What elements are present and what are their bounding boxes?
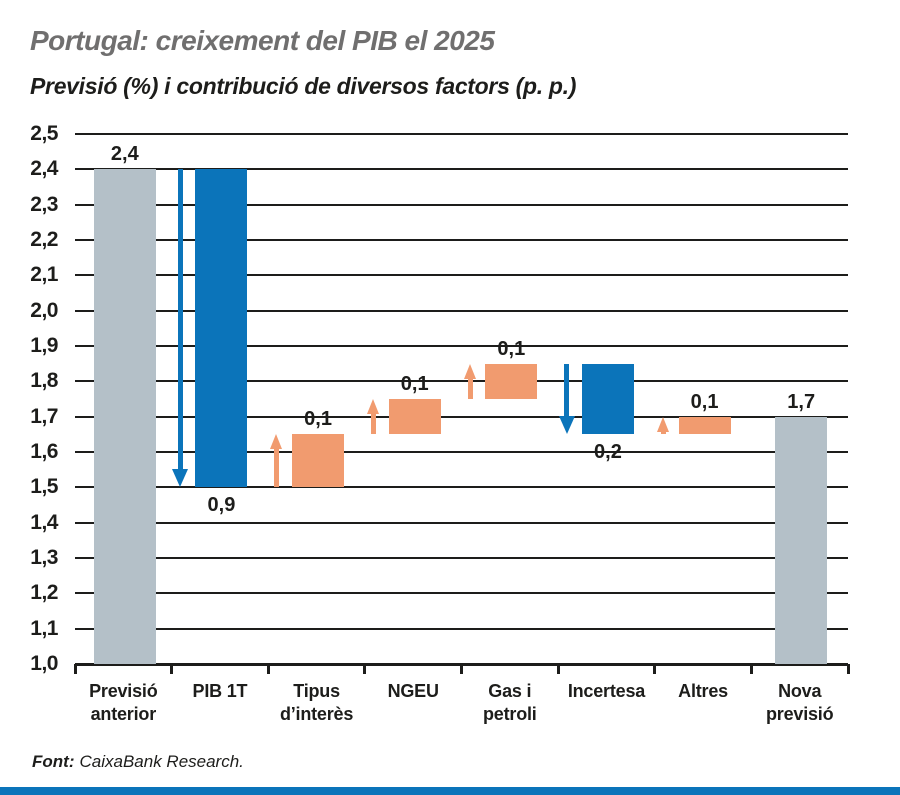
y-tick-label: 1,3 (30, 546, 58, 569)
gridline (75, 557, 848, 559)
bar-ngeu (388, 399, 441, 435)
gridline (75, 380, 848, 383)
gridline (75, 309, 848, 312)
value-label: 0,1 (497, 337, 526, 360)
category-label: Gas i petroli (454, 680, 567, 726)
x-axis-tick (749, 664, 753, 674)
y-tick-label: 1,1 (30, 616, 58, 640)
category-label-line: Nova (778, 681, 822, 701)
bar-altres (678, 416, 731, 435)
gridline (75, 486, 848, 489)
bar-nova-previsi- (775, 416, 828, 664)
up-arrow-icon (274, 446, 280, 488)
down-arrow-icon (564, 363, 570, 419)
category-label: Nova previsió (743, 680, 856, 726)
gridline (75, 451, 848, 453)
up-arrow-head-icon (463, 363, 476, 379)
y-tick-label: 2,4 (30, 157, 58, 181)
x-axis-tick (73, 664, 77, 674)
value-label: 0,1 (400, 373, 429, 395)
y-tick-label: 1,0 (30, 652, 58, 675)
up-arrow-icon (370, 411, 376, 435)
category-label: Incertesa (550, 680, 663, 703)
category-label-line: PIB 1T (192, 681, 248, 701)
y-tick-label: 2,0 (30, 298, 58, 322)
category-label: PIB 1T (164, 680, 277, 703)
waterfall-chart: 2,5 2,4 2,3 2,2 2,1 2,0 1,9 1,8 1,7 1,6 1,5 1,4 1,3 1… (30, 122, 856, 726)
gridline (75, 627, 848, 630)
gridline (75, 133, 848, 135)
category-label-line: Altres (678, 681, 728, 701)
value-label: 1,7 (787, 390, 816, 413)
x-axis-tick (653, 664, 657, 674)
value-label: 0,1 (304, 408, 332, 431)
x-axis-tick (556, 664, 560, 674)
y-tick-label: 2,2 (30, 228, 58, 251)
y-tick-label: 2,5 (30, 122, 58, 145)
gridline (75, 274, 848, 277)
page-subtitle: Previsió (%) i contribució de diversos f… (30, 73, 577, 99)
category-label-line: petroli (483, 704, 537, 724)
bar-pib-1t (195, 169, 248, 488)
y-tick-label: 1,9 (30, 334, 58, 357)
x-axis-tick (170, 664, 174, 674)
y-tick-label: 1,6 (30, 440, 58, 463)
gridline (75, 239, 848, 241)
bar-tipus-d-inter-s (292, 434, 345, 488)
down-arrow-icon (177, 169, 183, 472)
gridline (75, 345, 848, 347)
category-label-line: d’interès (279, 704, 354, 724)
value-label: 2,4 (110, 143, 139, 166)
up-arrow-head-icon (656, 416, 669, 432)
y-tick-label: 1,8 (30, 369, 58, 393)
category-label-line: NGEU (387, 681, 439, 701)
y-tick-label: 2,3 (30, 192, 58, 216)
category-label: Altres (647, 680, 760, 703)
value-label: 0,9 (207, 494, 236, 517)
page-title: Portugal: creixement del PIB el 2025 (30, 25, 495, 56)
bottom-brand-bar (0, 787, 900, 795)
down-arrow-head-icon (172, 469, 189, 488)
up-arrow-head-icon (366, 399, 379, 414)
x-axis-tick (460, 664, 463, 674)
up-arrow-head-icon (270, 434, 283, 450)
x-axis-tick (363, 664, 367, 674)
x-axis-tick (846, 664, 850, 674)
up-arrow-icon (467, 375, 473, 399)
bar-previsi-anterior (93, 169, 156, 664)
value-label: 0,2 (594, 441, 622, 464)
bar-incertesa (581, 363, 634, 435)
category-label: Tipus d’interès (260, 680, 373, 726)
category-label: NGEU (357, 680, 470, 703)
category-label-line: Previsió (89, 681, 158, 701)
bar-gas-i-petroli (485, 363, 538, 399)
x-axis-tick (266, 664, 270, 674)
source-note: Font: CaixaBank Research. (32, 752, 244, 772)
category-label-line: previsió (765, 704, 834, 724)
gridline (75, 415, 848, 418)
gridline (75, 168, 848, 171)
down-arrow-head-icon (558, 416, 575, 435)
gridline (75, 592, 848, 595)
y-tick-label: 1,5 (30, 475, 58, 499)
category-label-line: Incertesa (567, 681, 646, 701)
source-text: CaixaBank Research. (79, 752, 244, 771)
category-label-line: Gas i (488, 681, 532, 701)
value-label: 0,1 (690, 390, 719, 413)
gridline (75, 203, 848, 206)
gridline (75, 521, 848, 524)
y-tick-label: 1,2 (30, 581, 58, 605)
y-tick-label: 2,1 (30, 263, 58, 287)
y-tick-label: 1,4 (30, 510, 58, 534)
category-label-line: Tipus (293, 681, 340, 701)
source-label: Font: (32, 752, 75, 771)
category-label-line: anterior (90, 704, 157, 724)
y-tick-label: 1,7 (30, 404, 58, 428)
category-label: Previsió anterior (67, 680, 180, 726)
